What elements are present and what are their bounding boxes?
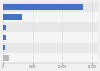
Bar — [3, 2, 98, 12]
Bar — [3, 4, 83, 10]
Bar — [3, 43, 98, 53]
Bar — [3, 22, 98, 32]
Bar — [3, 35, 6, 40]
Bar — [3, 55, 8, 61]
Bar — [3, 32, 98, 43]
Bar — [3, 12, 98, 22]
Bar — [3, 14, 22, 20]
Bar — [3, 25, 6, 30]
Bar — [3, 53, 98, 63]
Bar — [3, 45, 5, 50]
